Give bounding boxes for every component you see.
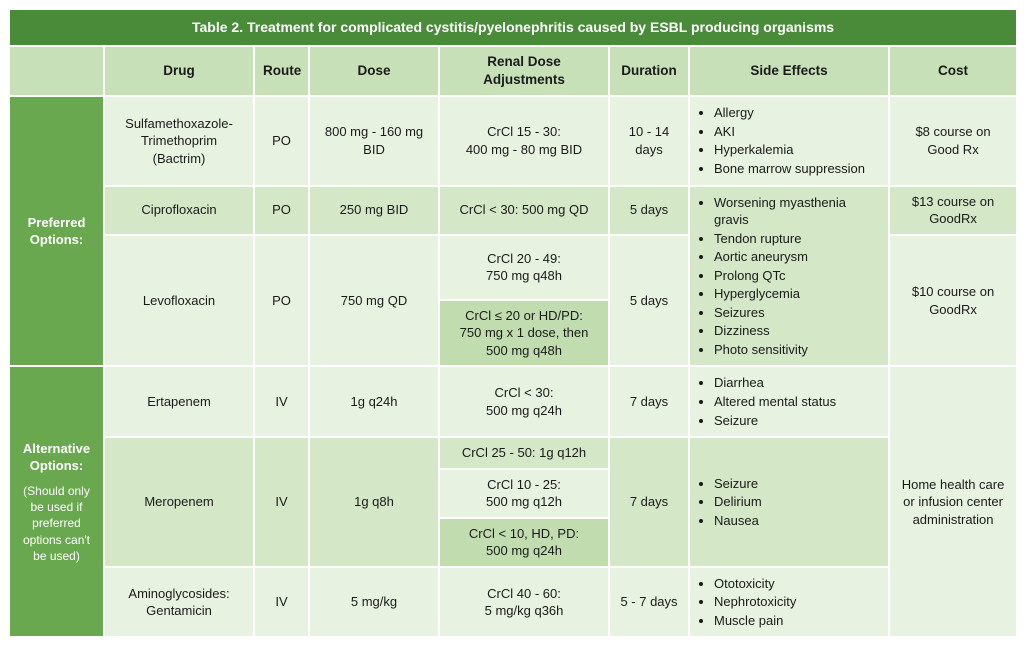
- side-effect-item: Seizure: [714, 475, 880, 493]
- drug-renal: CrCl 10 - 25:500 mg q12h: [439, 469, 609, 518]
- row-erta: Alternative Options: (Should only be use…: [9, 366, 1017, 437]
- side-effect-item: Nephrotoxicity: [714, 593, 880, 611]
- row-mero-a: Meropenem IV 1g q8h CrCl 25 - 50: 1g q12…: [9, 437, 1017, 469]
- drug-name: Ciprofloxacin: [104, 186, 254, 235]
- drug-name: Meropenem: [104, 437, 254, 567]
- side-effect-item: Altered mental status: [714, 393, 880, 411]
- drug-dose: 1g q24h: [309, 366, 439, 437]
- drug-dose: 5 mg/kg: [309, 567, 439, 638]
- drug-cost: $13 course on GoodRx: [889, 186, 1017, 235]
- header-cost: Cost: [889, 46, 1017, 96]
- side-effect-item: Nausea: [714, 512, 880, 530]
- drug-duration: 5 days: [609, 235, 689, 367]
- side-effect-item: Diarrhea: [714, 374, 880, 392]
- side-effect-item: Prolong QTc: [714, 267, 880, 285]
- drug-route: IV: [254, 437, 309, 567]
- drug-cost: Home health care or infusion center admi…: [889, 366, 1017, 637]
- drug-dose: 800 mg - 160 mg BID: [309, 96, 439, 185]
- drug-dose: 1g q8h: [309, 437, 439, 567]
- drug-name: Aminoglycosides: Gentamicin: [104, 567, 254, 638]
- side-effect-list: AllergyAKIHyperkalemiaBone marrow suppre…: [698, 104, 880, 177]
- side-effect-item: Worsening myasthenia gravis: [714, 194, 880, 229]
- drug-cost: $10 course on GoodRx: [889, 235, 1017, 367]
- header-route: Route: [254, 46, 309, 96]
- side-effect-item: Dizziness: [714, 322, 880, 340]
- drug-duration: 7 days: [609, 437, 689, 567]
- side-effect-item: Allergy: [714, 104, 880, 122]
- header-row: Drug Route Dose Renal Dose Adjustments D…: [9, 46, 1017, 96]
- side-effect-item: AKI: [714, 123, 880, 141]
- side-effect-list: SeizureDeliriumNausea: [698, 475, 880, 530]
- table-title-row: Table 2. Treatment for complicated cysti…: [9, 9, 1017, 46]
- side-effect-item: Hyperglycemia: [714, 285, 880, 303]
- drug-name: Sulfamethoxazole-Trimethoprim (Bactrim): [104, 96, 254, 185]
- side-effect-item: Tendon rupture: [714, 230, 880, 248]
- drug-renal: CrCl 20 - 49:750 mg q48h: [439, 235, 609, 300]
- table-title: Table 2. Treatment for complicated cysti…: [9, 9, 1017, 46]
- side-effect-list: Worsening myasthenia gravisTendon ruptur…: [698, 194, 880, 359]
- side-effect-item: Muscle pain: [714, 612, 880, 630]
- side-effect-list: DiarrheaAltered mental statusSeizure: [698, 374, 880, 429]
- header-category: [9, 46, 104, 96]
- drug-side-effects: SeizureDeliriumNausea: [689, 437, 889, 567]
- drug-route: PO: [254, 96, 309, 185]
- side-effect-item: Seizures: [714, 304, 880, 322]
- drug-dose: 750 mg QD: [309, 235, 439, 367]
- drug-renal: CrCl 40 - 60:5 mg/kg q36h: [439, 567, 609, 638]
- drug-cost: $8 course on Good Rx: [889, 96, 1017, 185]
- side-effect-item: Seizure: [714, 412, 880, 430]
- drug-route: PO: [254, 235, 309, 367]
- header-side-effects: Side Effects: [689, 46, 889, 96]
- header-drug: Drug: [104, 46, 254, 96]
- category-alt-sub: (Should only be used if preferred option…: [18, 483, 95, 564]
- drug-duration: 5 - 7 days: [609, 567, 689, 638]
- header-renal: Renal Dose Adjustments: [439, 46, 609, 96]
- drug-side-effects: Worsening myasthenia gravisTendon ruptur…: [689, 186, 889, 367]
- category-alt-label: Alternative Options:: [23, 441, 90, 474]
- row-genta: Aminoglycosides: Gentamicin IV 5 mg/kg C…: [9, 567, 1017, 638]
- drug-duration: 10 - 14 days: [609, 96, 689, 185]
- drug-route: PO: [254, 186, 309, 235]
- drug-side-effects: DiarrheaAltered mental statusSeizure: [689, 366, 889, 437]
- drug-renal: CrCl 25 - 50: 1g q12h: [439, 437, 609, 469]
- drug-renal: CrCl ≤ 20 or HD/PD:750 mg x 1 dose, then…: [439, 300, 609, 367]
- drug-duration: 7 days: [609, 366, 689, 437]
- row-cipro: Ciprofloxacin PO 250 mg BID CrCl < 30: 5…: [9, 186, 1017, 235]
- drug-duration: 5 days: [609, 186, 689, 235]
- side-effect-item: Bone marrow suppression: [714, 160, 880, 178]
- drug-route: IV: [254, 567, 309, 638]
- category-alternative: Alternative Options: (Should only be use…: [9, 366, 104, 637]
- row-bactrim: Preferred Options: Sulfamethoxazole-Trim…: [9, 96, 1017, 185]
- side-effect-item: Ototoxicity: [714, 575, 880, 593]
- drug-name: Levofloxacin: [104, 235, 254, 367]
- drug-side-effects: AllergyAKIHyperkalemiaBone marrow suppre…: [689, 96, 889, 185]
- side-effect-item: Hyperkalemia: [714, 141, 880, 159]
- side-effect-item: Aortic aneurysm: [714, 248, 880, 266]
- treatment-table: Table 2. Treatment for complicated cysti…: [8, 8, 1018, 638]
- drug-route: IV: [254, 366, 309, 437]
- header-dose: Dose: [309, 46, 439, 96]
- category-preferred: Preferred Options:: [9, 96, 104, 366]
- side-effect-item: Delirium: [714, 493, 880, 511]
- drug-renal: CrCl < 10, HD, PD:500 mg q24h: [439, 518, 609, 567]
- header-duration: Duration: [609, 46, 689, 96]
- drug-renal: CrCl 15 - 30:400 mg - 80 mg BID: [439, 96, 609, 185]
- drug-dose: 250 mg BID: [309, 186, 439, 235]
- side-effect-item: Photo sensitivity: [714, 341, 880, 359]
- drug-name: Ertapenem: [104, 366, 254, 437]
- drug-renal: CrCl < 30: 500 mg QD: [439, 186, 609, 235]
- drug-side-effects: OtotoxicityNephrotoxicityMuscle pain: [689, 567, 889, 638]
- side-effect-list: OtotoxicityNephrotoxicityMuscle pain: [698, 575, 880, 630]
- drug-renal: CrCl < 30:500 mg q24h: [439, 366, 609, 437]
